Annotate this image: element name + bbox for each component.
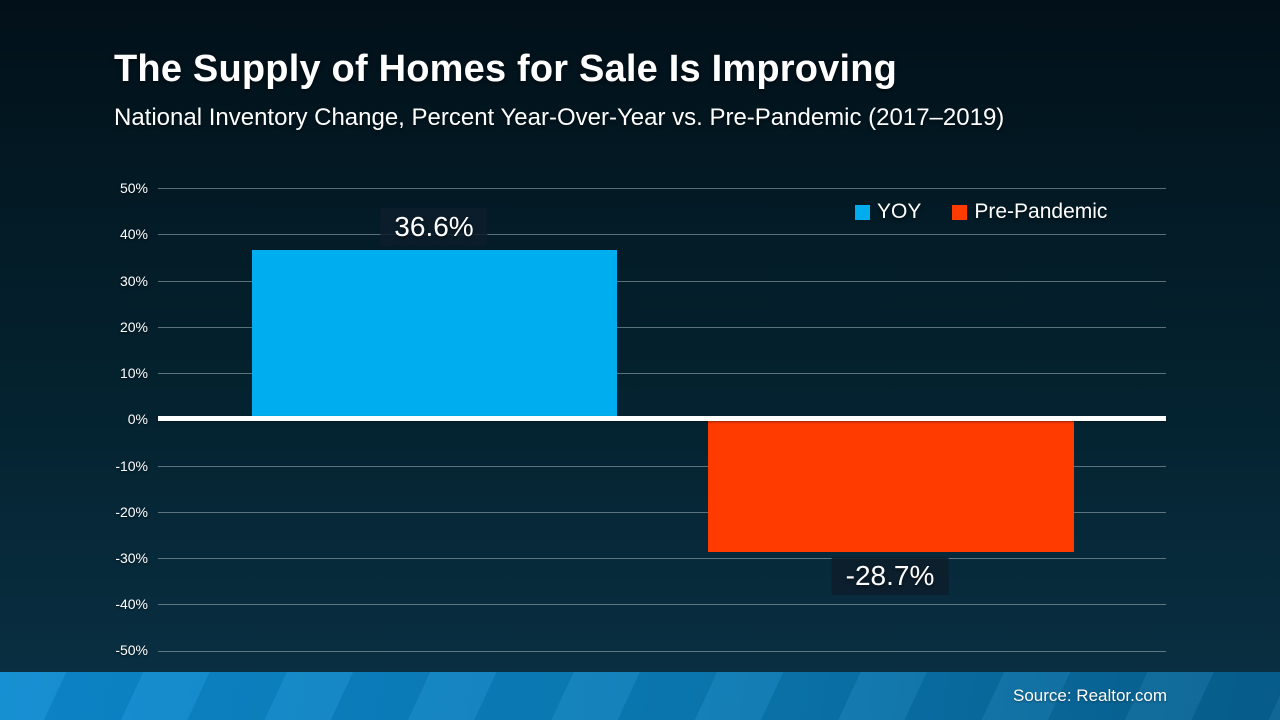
source-text: Source: Realtor.com bbox=[1012, 686, 1167, 705]
legend-label-yoy: YOY bbox=[877, 200, 922, 223]
gridline bbox=[158, 234, 1166, 236]
gridline bbox=[158, 558, 1166, 559]
gridline bbox=[158, 373, 1166, 374]
legend-swatch-yoy bbox=[855, 204, 870, 220]
y-tick-label: -30% bbox=[115, 550, 148, 566]
y-tick-label: -20% bbox=[115, 504, 148, 520]
gridline bbox=[158, 188, 1166, 189]
y-tick-label: 40% bbox=[119, 226, 148, 242]
page-subtitle: National Inventory Change, Percent Year-… bbox=[114, 104, 1005, 131]
data-label-pre-pandemic: -28.7% bbox=[831, 557, 949, 595]
y-tick-label: 50% bbox=[119, 180, 148, 196]
legend-item-yoy: YOY bbox=[855, 200, 921, 224]
bar bbox=[252, 249, 617, 420]
y-tick-label: -40% bbox=[115, 596, 148, 612]
legend-item-pre-pandemic: Pre-Pandemic bbox=[952, 200, 1107, 224]
page-title: The Supply of Homes for Sale Is Improvin… bbox=[114, 48, 898, 90]
y-tick-label: -50% bbox=[115, 642, 148, 658]
gridline bbox=[158, 326, 1166, 328]
data-label-yoy: 36.6% bbox=[380, 208, 488, 246]
gridline bbox=[158, 280, 1166, 282]
gridline bbox=[158, 650, 1166, 652]
y-tick-label: 30% bbox=[119, 273, 148, 289]
gridline bbox=[158, 511, 1166, 513]
y-tick-label: 10% bbox=[119, 365, 148, 381]
gridline bbox=[158, 465, 1166, 467]
bar bbox=[708, 419, 1074, 552]
gridline bbox=[158, 604, 1166, 606]
y-tick-label: 20% bbox=[119, 319, 148, 335]
y-tick-label: -10% bbox=[115, 458, 148, 474]
legend-swatch-pre-pandemic bbox=[952, 204, 968, 220]
zero-axis-line bbox=[158, 416, 1166, 421]
footer-strip: Source: Realtor.com bbox=[0, 672, 1280, 720]
chart-legend: YOY Pre-Pandemic bbox=[855, 200, 1107, 224]
legend-label-pre-pandemic: Pre-Pandemic bbox=[974, 200, 1108, 223]
y-tick-label: 0% bbox=[127, 411, 148, 427]
